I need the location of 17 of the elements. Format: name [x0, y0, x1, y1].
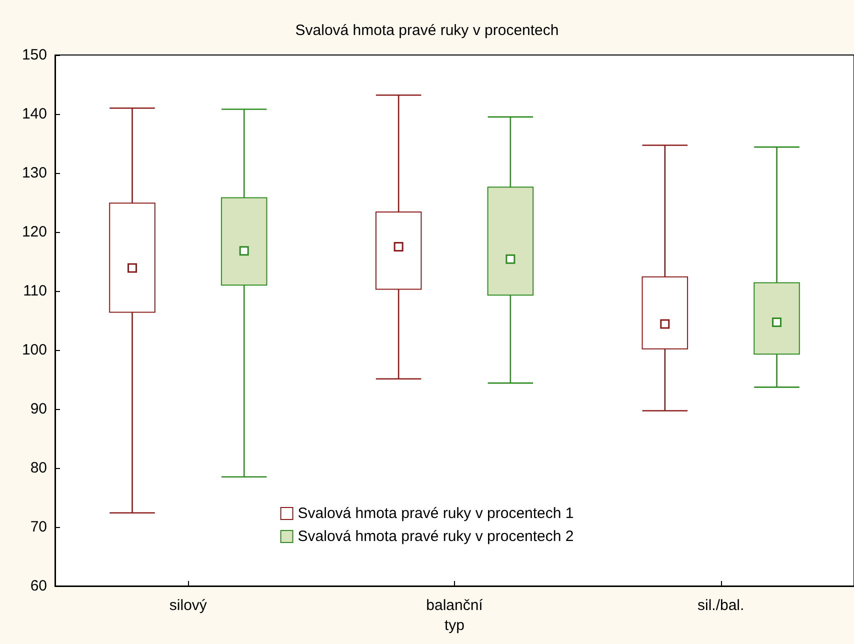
y-tick-label: 110	[23, 282, 47, 300]
x-tick-label: sil./bal.	[697, 597, 744, 614]
x-tick-label: balanční	[426, 597, 484, 614]
y-tick-label: 60	[30, 578, 47, 594]
y-tick-label: 100	[22, 342, 47, 358]
y-tick-label: 90	[30, 400, 47, 418]
y-tick-label: 80	[30, 460, 47, 476]
y-tick-label: 70	[30, 518, 47, 536]
legend-label: Svalová hmota pravé ruky v procentech 2	[298, 528, 574, 545]
y-tick-label: 130	[22, 164, 47, 182]
x-axis-title: typ	[444, 616, 465, 634]
y-tick-label: 150	[22, 46, 47, 64]
x-tick-label: silový	[169, 597, 208, 614]
y-tick-label: 140	[22, 106, 47, 122]
chart-title: Svalová hmota pravé ruky v procentech	[295, 22, 559, 39]
y-tick-label: 120	[22, 224, 47, 240]
legend-label: Svalová hmota pravé ruky v procentech 1	[298, 505, 574, 522]
